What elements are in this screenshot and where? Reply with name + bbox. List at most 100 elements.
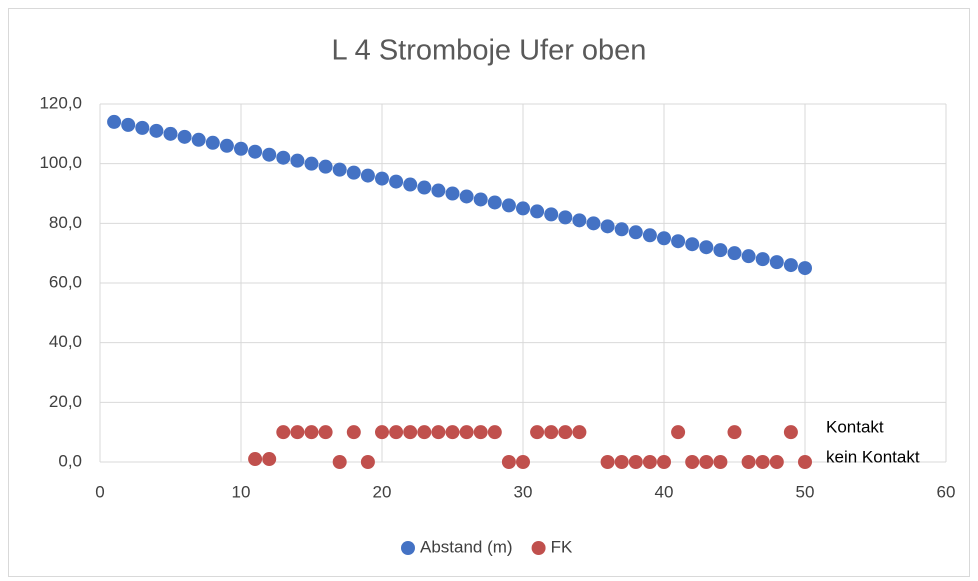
point [403,177,418,192]
point [769,255,784,270]
y-tick-label: 0,0 [58,451,82,470]
point [191,132,206,147]
point [346,425,361,440]
point [501,455,516,469]
point [798,455,812,469]
point [473,425,488,440]
point [530,425,545,440]
point [727,246,742,261]
point [516,455,530,469]
point [685,455,700,469]
point [389,425,404,440]
point [205,135,220,150]
point [713,455,728,469]
point [558,210,573,225]
point [657,231,671,246]
point [628,455,643,469]
point [346,165,361,180]
point [530,204,545,219]
point [417,425,432,440]
point [219,138,234,153]
point [600,219,615,234]
point [431,183,446,198]
point [628,225,643,240]
y-tick-label: 40,0 [49,332,82,351]
point [614,222,629,237]
point [234,141,248,156]
point [445,186,460,201]
point [290,425,305,440]
point [755,455,770,469]
point [389,174,404,189]
point [318,425,333,440]
point [149,123,164,138]
point [318,159,333,174]
x-tick-label: 0 [95,482,104,501]
point [445,425,460,440]
point [614,455,629,469]
y-tick-label: 60,0 [49,272,82,291]
point [657,455,671,469]
point [290,153,305,168]
legend-marker [401,541,415,555]
legend-label: FK [551,537,573,556]
point [741,249,756,264]
point [501,198,516,213]
point [417,180,432,195]
point [671,425,686,440]
point [135,120,150,135]
point [248,452,263,467]
point [586,216,601,231]
x-tick-label: 10 [232,482,251,501]
point [276,425,291,440]
legend-label: Abstand (m) [420,537,513,556]
point [487,195,502,210]
point [783,258,798,273]
point [360,455,375,469]
point [741,455,756,469]
point [304,425,319,440]
point [431,425,446,440]
x-tick-label: 40 [655,482,674,501]
point [642,455,657,469]
y-tick-label: 20,0 [49,392,82,411]
point [699,455,714,469]
point [755,252,770,267]
point [516,201,530,216]
point [685,237,700,252]
point [572,213,587,228]
y-tick-label: 120,0 [39,93,82,112]
point [163,126,178,141]
y-tick-label: 80,0 [49,213,82,232]
x-tick-label: 30 [514,482,533,501]
point [332,455,347,469]
point [727,425,742,440]
point [375,425,389,440]
point [276,150,291,165]
point [713,243,728,258]
point [304,156,319,171]
point [473,192,488,207]
point [121,117,136,132]
point [360,168,375,183]
point [544,207,559,222]
point [769,455,784,469]
point [459,425,474,440]
y-tick-label: 100,0 [39,153,82,172]
point [262,452,277,467]
annotation: kein Kontakt [826,447,920,466]
point [600,455,615,469]
point [375,171,389,186]
chart-frame [8,8,970,577]
legend-marker [531,541,546,555]
point [487,425,502,440]
point [642,228,657,243]
annotation: Kontakt [826,418,884,437]
point [403,425,418,440]
point [262,147,277,162]
point [798,261,812,276]
x-tick-label: 50 [796,482,815,501]
chart-title: L 4 Stromboje Ufer oben [332,35,647,67]
x-tick-label: 20 [373,482,392,501]
